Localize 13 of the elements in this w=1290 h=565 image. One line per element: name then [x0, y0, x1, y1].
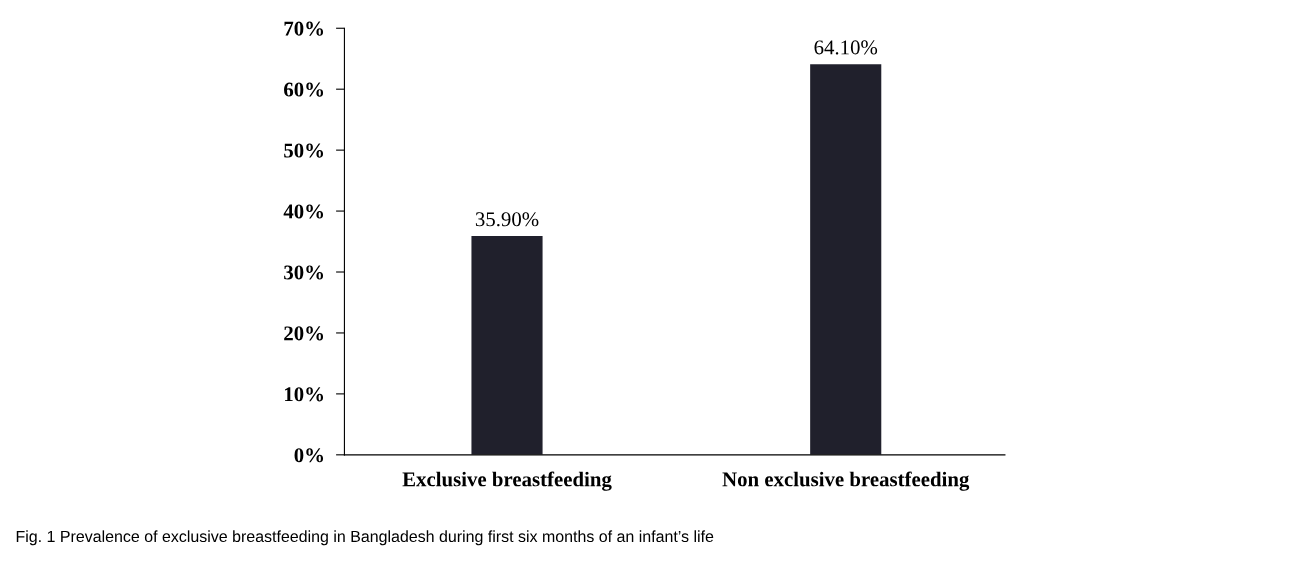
y-tick-label: 30%: [284, 265, 324, 280]
y-tick-label: 10%: [284, 387, 324, 402]
data-label: 35.90%: [475, 212, 539, 227]
y-tick-label: 40%: [283, 204, 324, 219]
y-tick-label: 0%: [294, 448, 324, 463]
x-tick-label: Exclusive breastfeeding: [402, 471, 612, 491]
y-tick-label: 70%: [284, 21, 324, 36]
caption: Fig. 1 Prevalence of exclusive breastfeeding in Bangladesh during first six months of an infant’s life: [16, 530, 714, 546]
y-tick-label: 20%: [284, 326, 324, 341]
data-label: 64.10%: [814, 40, 878, 55]
y-tick-label: 60%: [284, 82, 324, 97]
y-tick-label: 50%: [284, 143, 324, 158]
x-tick-label: Non exclusive breastfeeding: [722, 471, 970, 491]
